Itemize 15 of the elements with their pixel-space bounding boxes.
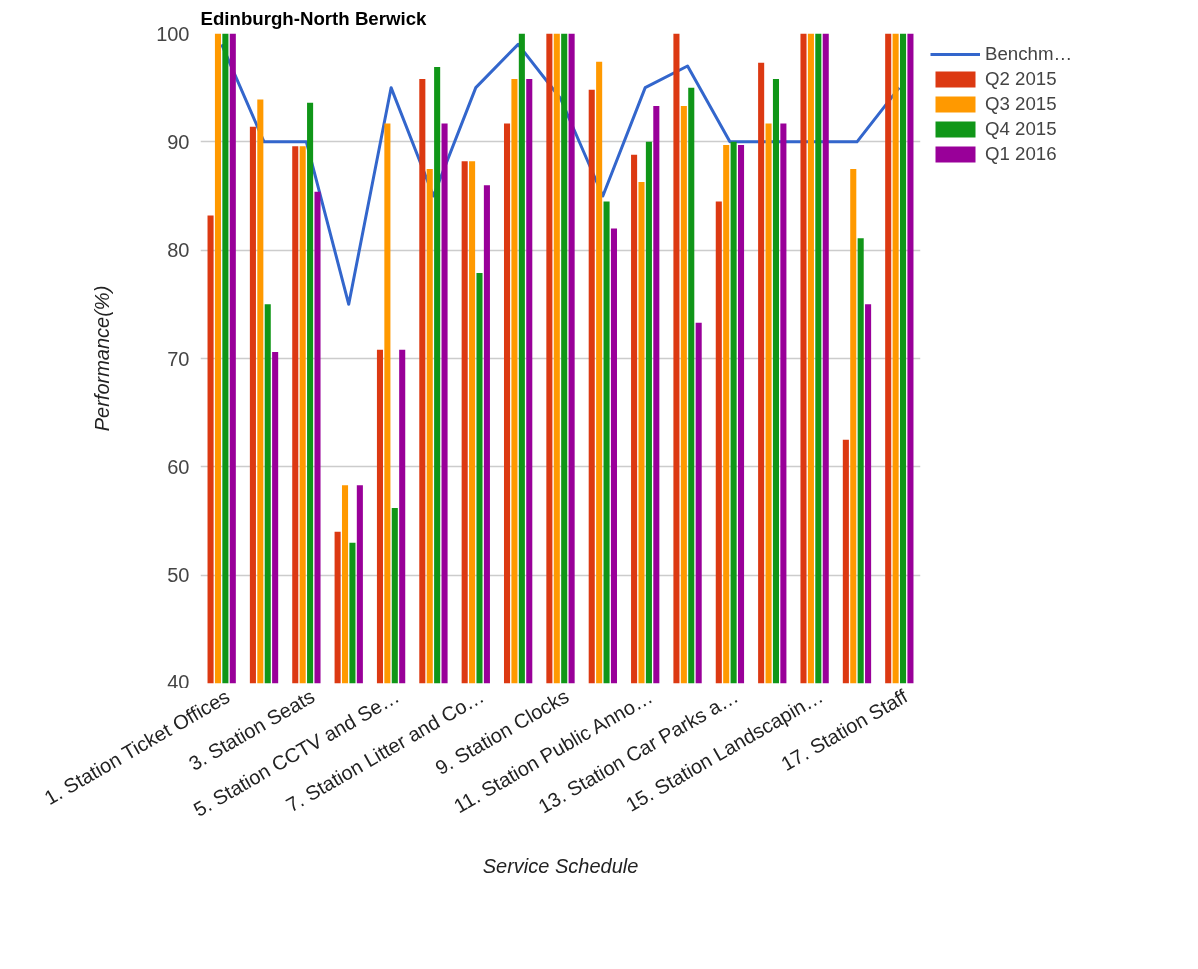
- legend-label: Benchm…: [985, 43, 1073, 65]
- y-tick-label: 90: [167, 130, 190, 153]
- legend-label: Q2 2015: [985, 68, 1057, 90]
- legend-label: Q1 2016: [985, 143, 1057, 165]
- y-axis-title: Performance(%): [91, 285, 114, 432]
- legend-label: Q3 2015: [985, 93, 1057, 115]
- y-tick-label: 100: [156, 22, 190, 45]
- x-axis-title: Service Schedule: [482, 854, 639, 877]
- legend-label: Q4 2015: [985, 118, 1057, 140]
- y-tick-label: 50: [167, 564, 190, 587]
- y-tick-label: 70: [167, 347, 190, 370]
- y-tick-label: 80: [167, 239, 190, 262]
- y-tick-label: 60: [167, 455, 190, 478]
- y-tick-label: 40: [167, 670, 190, 693]
- chart-title: Edinburgh-North Berwick: [200, 7, 428, 29]
